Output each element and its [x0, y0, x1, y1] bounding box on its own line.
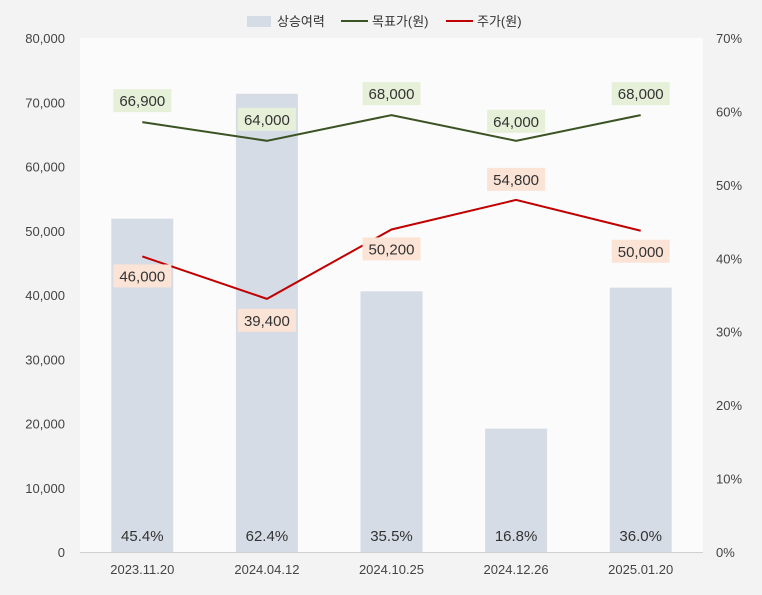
x-tick-label: 2024.12.26	[484, 562, 549, 577]
data-label-bg	[487, 109, 546, 133]
x-tick-label: 2023.11.20	[110, 562, 174, 577]
right-y-axis: 0% 10% 20% 30% 40% 50% 60% 70%	[716, 31, 742, 560]
y-right-tick-label: 70%	[716, 31, 742, 46]
data-label: 64,000	[244, 112, 290, 129]
data-label: 66,900	[119, 93, 165, 110]
data-label: 64,000	[493, 114, 539, 131]
y-left-tick-label: 70,000	[25, 95, 65, 110]
bar	[485, 428, 548, 552]
bar-label: 36.0%	[619, 528, 662, 545]
y-right-tick-label: 60%	[716, 104, 742, 119]
y-right-tick-label: 40%	[716, 251, 742, 266]
legend-line-label: 목표가(원)	[372, 14, 429, 29]
y-right-tick-label: 0%	[716, 545, 735, 560]
data-label-bg	[237, 308, 296, 332]
y-left-tick-label: 0	[58, 545, 65, 560]
y-left-tick-label: 20,000	[25, 417, 65, 432]
y-left-tick-label: 50,000	[25, 224, 65, 239]
data-label-bg	[113, 264, 172, 288]
data-label-bg	[113, 89, 172, 113]
y-right-tick-label: 50%	[716, 178, 742, 193]
line-1	[141, 198, 641, 300]
data-label-bg	[362, 237, 421, 261]
data-label-bg	[611, 239, 670, 263]
data-label-bg	[611, 82, 670, 106]
bar	[360, 291, 423, 552]
data-label-bg	[237, 107, 296, 131]
y-left-tick-label: 30,000	[25, 352, 65, 367]
legend-bar-label: 상승여력	[277, 14, 325, 29]
bar-label: 45.4%	[121, 528, 164, 545]
data-label: 68,000	[618, 86, 664, 103]
legend-line-label: 주가(원)	[477, 14, 522, 29]
line-0	[142, 114, 641, 142]
bar-label: 16.8%	[495, 528, 538, 545]
data-label: 50,000	[618, 244, 664, 261]
data-label: 68,000	[369, 86, 415, 103]
y-right-tick-label: 20%	[716, 398, 742, 413]
x-axis: 2023.11.20 2024.04.12 2024.10.25 2024.12.26…	[80, 552, 703, 577]
x-tick-label: 2024.04.12	[234, 562, 299, 577]
data-label: 50,200	[369, 241, 415, 258]
data-label: 46,000	[119, 268, 165, 285]
bar-label: 62.4%	[246, 528, 289, 545]
x-tick-label: 2025.01.20	[608, 562, 673, 577]
y-left-tick-label: 80,000	[25, 31, 65, 46]
y-left-tick-label: 10,000	[25, 481, 65, 496]
y-right-tick-label: 10%	[716, 472, 742, 487]
y-left-tick-label: 60,000	[25, 160, 65, 175]
line-series-group: 66,900 64,000 68,000 64,000 68,000 46,000 39,4…	[113, 82, 670, 332]
bar	[609, 287, 672, 552]
data-label: 39,400	[244, 313, 290, 330]
bar-label: 35.5%	[370, 528, 413, 545]
left-y-axis: 0 10,000 20,000 30,000 40,000 50,000 60,000 70,…	[25, 31, 65, 560]
y-left-tick-label: 40,000	[25, 288, 65, 303]
data-label-bg	[487, 167, 546, 191]
data-label-bg	[362, 82, 421, 106]
x-tick-label: 2024.10.25	[359, 562, 424, 577]
legend-bar-swatch	[247, 16, 271, 27]
data-label: 54,800	[493, 172, 539, 189]
legend: 상승여력 목표가(원) 주가(원)	[247, 14, 522, 29]
y-right-tick-label: 30%	[716, 325, 742, 340]
